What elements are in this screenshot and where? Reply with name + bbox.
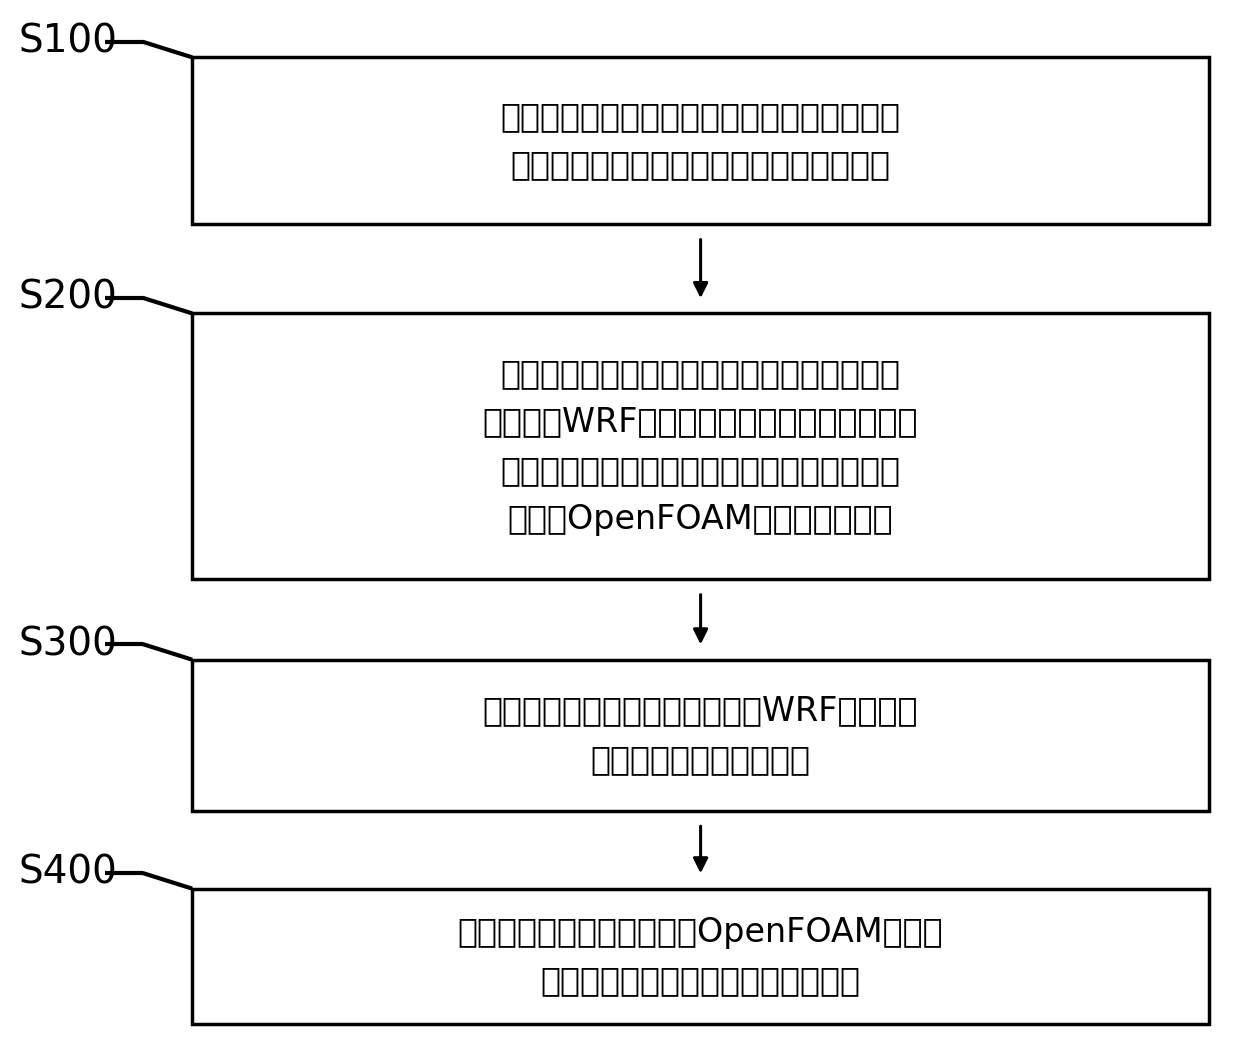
Bar: [192, 889, 1209, 1024]
Bar: [192, 660, 1209, 811]
Text: S200: S200: [19, 278, 118, 317]
Text: 通过所述中尺度模型对所述背景场进行模拟计
算，得到WRF中尺度气象模式数据；并且，通
过所述微尺度模型对所述背景场进行模拟计算
，得到OpenFOAM微尺度计算: 通过所述中尺度模型对所述背景场进行模拟计 算，得到WRF中尺度气象模式数据；并且…: [482, 357, 919, 536]
Text: S100: S100: [19, 23, 118, 60]
Bar: [192, 313, 1209, 580]
Text: 根据所述测风塔实测数据和所述WRF中尺度气
象模式数据建立统计关系: 根据所述测风塔实测数据和所述WRF中尺度气 象模式数据建立统计关系: [482, 695, 919, 776]
Text: S300: S300: [19, 625, 118, 663]
Text: S400: S400: [19, 854, 118, 892]
Bar: [192, 57, 1209, 224]
Text: 获取目标区域的测风塔实测数据，并且获取与
所述目标区域对应的再分析数据作为背景场: 获取目标区域的测风塔实测数据，并且获取与 所述目标区域对应的再分析数据作为背景场: [501, 100, 900, 181]
Text: 利用所述统计关系修正所述OpenFOAM微尺度
计算结果，得到风资源修正计算结果: 利用所述统计关系修正所述OpenFOAM微尺度 计算结果，得到风资源修正计算结果: [458, 916, 944, 997]
